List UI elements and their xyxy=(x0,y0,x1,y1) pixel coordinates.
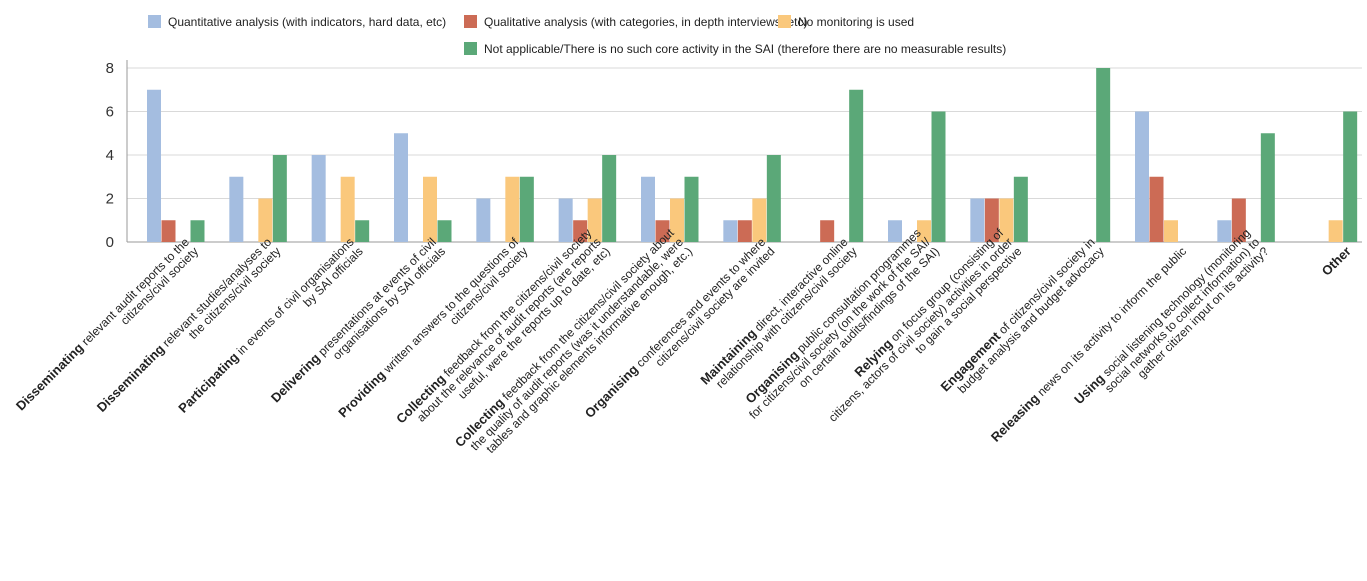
bar xyxy=(752,198,767,242)
bar xyxy=(917,220,931,242)
bar xyxy=(737,220,752,242)
bar xyxy=(161,220,176,242)
bar xyxy=(931,111,946,242)
bar xyxy=(670,198,684,242)
bar xyxy=(505,176,520,242)
bar xyxy=(1149,176,1164,242)
legend-item: Quantitative analysis (with indicators, … xyxy=(148,15,446,29)
bar xyxy=(190,220,205,242)
y-tick-label: 0 xyxy=(106,234,114,251)
x-tick-label-line: Other xyxy=(1319,244,1354,279)
y-tick-label: 2 xyxy=(106,191,114,208)
bar xyxy=(423,176,437,242)
x-tick-label-line: Disseminating relevant audit reports to … xyxy=(13,234,192,413)
legend: Quantitative analysis (with indicators, … xyxy=(148,15,1006,56)
bar xyxy=(476,198,491,242)
bar xyxy=(602,155,617,242)
y-tick-label: 4 xyxy=(106,147,114,164)
bar xyxy=(1260,133,1275,242)
bar xyxy=(684,176,699,242)
legend-swatch xyxy=(464,15,477,28)
bar xyxy=(1231,198,1246,242)
bar xyxy=(641,176,655,242)
bar xyxy=(999,198,1014,242)
bar xyxy=(1328,220,1343,242)
y-tick-label: 6 xyxy=(106,104,114,121)
bar xyxy=(984,198,999,242)
bar xyxy=(311,155,326,242)
bar xyxy=(587,198,602,242)
bar xyxy=(849,89,864,242)
x-axis-labels: Disseminating relevant audit reports to … xyxy=(13,225,1354,456)
bar xyxy=(1096,68,1111,242)
bar xyxy=(1013,176,1028,242)
legend-swatch xyxy=(778,15,791,28)
bar xyxy=(558,198,573,242)
bar xyxy=(355,220,370,242)
bar xyxy=(258,198,273,242)
bar xyxy=(519,176,534,242)
bar xyxy=(970,198,985,242)
bar xyxy=(888,220,902,242)
bar xyxy=(340,176,355,242)
bar xyxy=(229,176,244,242)
legend-item: Qualitative analysis (with categories, i… xyxy=(464,15,807,29)
bar xyxy=(1135,111,1149,242)
x-tick-label: Other xyxy=(1319,244,1354,279)
bar xyxy=(437,220,452,242)
bar xyxy=(723,220,738,242)
bar xyxy=(272,155,287,242)
bar xyxy=(1217,220,1232,242)
legend-label: No monitoring is used xyxy=(798,15,914,29)
bar xyxy=(1343,111,1358,242)
legend-label: Qualitative analysis (with categories, i… xyxy=(484,15,807,29)
bar xyxy=(573,220,588,242)
legend-label: Quantitative analysis (with indicators, … xyxy=(168,15,446,29)
legend-item: No monitoring is used xyxy=(778,15,914,29)
bar xyxy=(147,89,161,242)
bar xyxy=(820,220,835,242)
bar xyxy=(655,220,670,242)
legend-label: Not applicable/There is no such core act… xyxy=(484,42,1006,56)
bar xyxy=(394,133,408,242)
bar xyxy=(766,155,781,242)
legend-swatch xyxy=(464,42,477,55)
legend-swatch xyxy=(148,15,161,28)
y-tick-label: 8 xyxy=(106,60,114,77)
bars xyxy=(147,68,1358,242)
y-axis: 0 2 4 6 8 xyxy=(106,60,128,251)
legend-item: Not applicable/There is no such core act… xyxy=(464,42,1006,56)
bar xyxy=(1164,220,1178,242)
